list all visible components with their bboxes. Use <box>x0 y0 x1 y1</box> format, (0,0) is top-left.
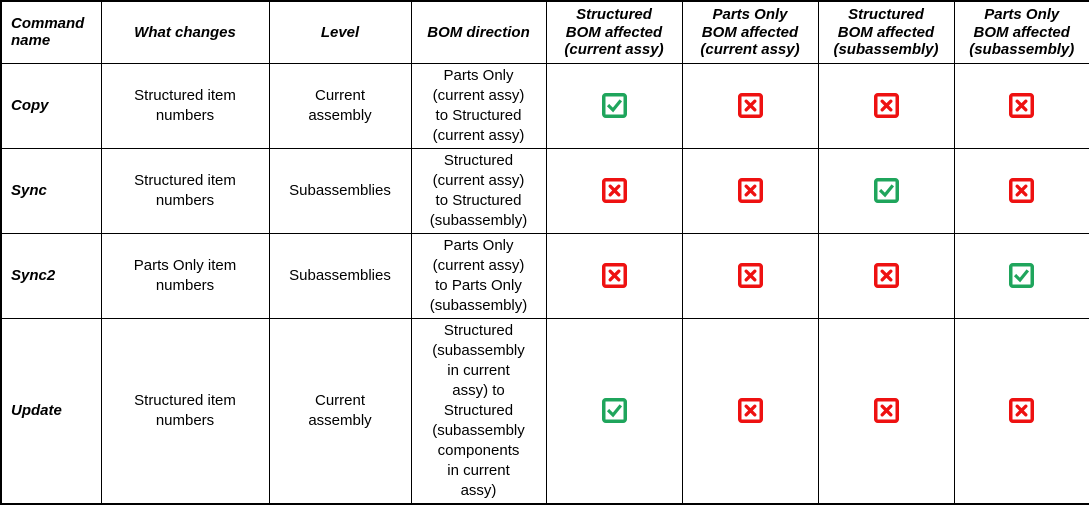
table-body: Copy Structured item numbers Current assem… <box>0 62 1089 504</box>
crossed-checkbox-icon <box>737 398 763 423</box>
command-name-cell: Copy <box>0 62 102 149</box>
checked-checkbox-icon <box>873 178 899 203</box>
bom-affected-cell <box>817 62 955 149</box>
checked-checkbox-icon <box>1009 263 1035 288</box>
crossed-checkbox-icon <box>601 263 627 288</box>
table-header: Command name What changes Level BOM dire… <box>0 0 1089 64</box>
bom-affected-cell <box>953 147 1089 234</box>
bom-affected-cell <box>953 232 1089 319</box>
bom-affected-cell <box>545 317 683 504</box>
crossed-checkbox-icon <box>873 398 899 423</box>
bom-affected-cell <box>817 317 955 504</box>
crossed-checkbox-icon <box>1009 93 1035 118</box>
header-structured-bom-subassembly: Structured BOM affected (subassembly) <box>817 0 955 64</box>
bom-affected-cell <box>953 317 1089 504</box>
what-changes-cell: Structured item numbers <box>100 62 270 149</box>
what-changes-cell: Parts Only item numbers <box>100 232 270 319</box>
command-name-cell: Sync <box>0 147 102 234</box>
what-changes-cell: Structured item numbers <box>100 317 270 504</box>
header-bom-direction: BOM direction <box>410 0 547 64</box>
table-row-update: Update Structured item numbers Current ass… <box>0 317 1089 504</box>
command-name-cell: Sync2 <box>0 232 102 319</box>
what-changes-cell: Structured item numbers <box>100 147 270 234</box>
crossed-checkbox-icon <box>601 178 627 203</box>
bom-affected-cell <box>545 232 683 319</box>
bom-direction-cell: Parts Only (current assy) to Structured … <box>410 62 547 149</box>
table-row-sync2: Sync2 Parts Only item numbers Subassemblie… <box>0 232 1089 319</box>
bom-affected-cell <box>681 232 819 319</box>
crossed-checkbox-icon <box>737 93 763 118</box>
crossed-checkbox-icon <box>1009 398 1035 423</box>
crossed-checkbox-icon <box>873 93 899 118</box>
checked-checkbox-icon <box>601 93 627 118</box>
command-name-cell: Update <box>0 317 102 504</box>
header-row: Command name What changes Level BOM dire… <box>0 0 1089 64</box>
table-row-copy: Copy Structured item numbers Current assem… <box>0 62 1089 149</box>
header-what-changes: What changes <box>100 0 270 64</box>
bom-affected-cell <box>545 62 683 149</box>
header-command-name: Command name <box>0 0 102 64</box>
crossed-checkbox-icon <box>737 178 763 203</box>
crossed-checkbox-icon <box>873 263 899 288</box>
level-cell: Subassemblies <box>268 232 412 319</box>
bom-affected-cell <box>817 147 955 234</box>
crossed-checkbox-icon <box>737 263 763 288</box>
header-structured-bom-current-assy: Structured BOM affected (current assy) <box>545 0 683 64</box>
crossed-checkbox-icon <box>1009 178 1035 203</box>
bom-affected-cell <box>681 62 819 149</box>
bom-affected-cell <box>681 147 819 234</box>
header-level: Level <box>268 0 412 64</box>
header-parts-only-bom-current-assy: Parts Only BOM affected (current assy) <box>681 0 819 64</box>
level-cell: Subassemblies <box>268 147 412 234</box>
table-row-sync: Sync Structured item numbers Subassemblies… <box>0 147 1089 234</box>
bom-affected-cell <box>545 147 683 234</box>
checked-checkbox-icon <box>601 398 627 423</box>
bom-affected-cell <box>817 232 955 319</box>
header-parts-only-bom-subassembly: Parts Only BOM affected (subassembly) <box>953 0 1089 64</box>
bom-direction-cell: Structured (current assy) to Structured … <box>410 147 547 234</box>
bom-affected-cell <box>681 317 819 504</box>
level-cell: Current assembly <box>268 317 412 504</box>
bom-affected-cell <box>953 62 1089 149</box>
level-cell: Current assembly <box>268 62 412 149</box>
bom-direction-cell: Parts Only (current assy) to Parts Only … <box>410 232 547 319</box>
bom-direction-cell: Structured (subassembly in current assy)… <box>410 317 547 504</box>
